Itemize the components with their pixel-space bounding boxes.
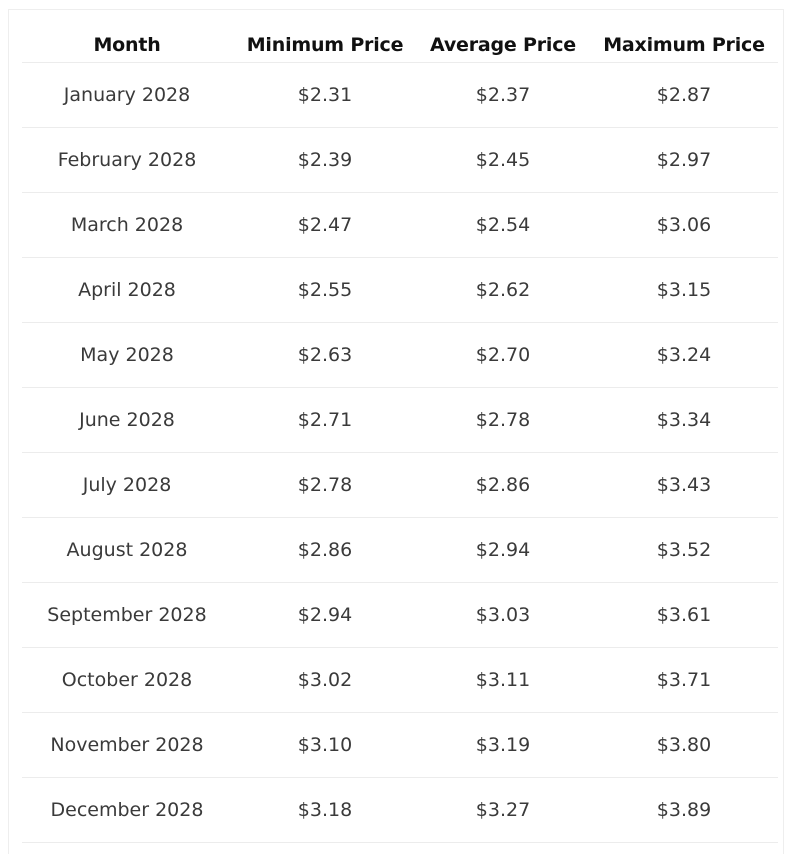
price-cell: $3.71 bbox=[656, 669, 712, 691]
row-divider bbox=[22, 647, 778, 648]
price-cell: $2.63 bbox=[297, 344, 353, 366]
row-divider bbox=[22, 192, 778, 193]
row-divider bbox=[22, 62, 778, 63]
price-cell: $3.43 bbox=[656, 474, 712, 496]
price-cell: $3.80 bbox=[656, 734, 712, 756]
price-cell: $2.78 bbox=[297, 474, 353, 496]
header-cell: Minimum Price bbox=[246, 34, 404, 56]
price-cell: $2.55 bbox=[297, 279, 353, 301]
row-divider bbox=[22, 127, 778, 128]
price-cell: $2.86 bbox=[475, 474, 531, 496]
row-divider bbox=[22, 582, 778, 583]
price-cell: $3.89 bbox=[656, 799, 712, 821]
price-cell: $2.45 bbox=[475, 149, 531, 171]
price-cell: $3.06 bbox=[656, 214, 712, 236]
price-cell: $3.11 bbox=[475, 669, 531, 691]
month-cell: March 2028 bbox=[70, 214, 184, 236]
month-cell: July 2028 bbox=[82, 474, 172, 496]
row-divider bbox=[22, 322, 778, 323]
price-cell: $2.94 bbox=[297, 604, 353, 626]
price-cell: $3.03 bbox=[475, 604, 531, 626]
month-cell: January 2028 bbox=[63, 84, 191, 106]
price-cell: $2.62 bbox=[475, 279, 531, 301]
price-cell: $2.94 bbox=[475, 539, 531, 561]
month-cell: September 2028 bbox=[47, 604, 207, 626]
row-divider bbox=[22, 387, 778, 388]
month-cell: April 2028 bbox=[78, 279, 176, 301]
month-cell: December 2028 bbox=[50, 799, 204, 821]
price-cell: $3.52 bbox=[656, 539, 712, 561]
header-cell: Maximum Price bbox=[603, 34, 765, 56]
price-cell: $3.10 bbox=[297, 734, 353, 756]
price-cell: $3.27 bbox=[475, 799, 531, 821]
month-cell: May 2028 bbox=[80, 344, 174, 366]
row-divider bbox=[22, 842, 778, 843]
header-cell: Month bbox=[93, 34, 161, 56]
price-cell: $3.15 bbox=[656, 279, 712, 301]
price-cell: $2.39 bbox=[297, 149, 353, 171]
header-cell: Average Price bbox=[430, 34, 576, 56]
month-cell: August 2028 bbox=[66, 539, 188, 561]
price-cell: $2.97 bbox=[656, 149, 712, 171]
price-cell: $2.87 bbox=[656, 84, 712, 106]
row-divider bbox=[22, 257, 778, 258]
price-cell: $3.34 bbox=[656, 409, 712, 431]
price-cell: $2.70 bbox=[475, 344, 531, 366]
price-cell: $2.31 bbox=[297, 84, 353, 106]
price-cell: $3.61 bbox=[656, 604, 712, 626]
row-divider bbox=[22, 777, 778, 778]
price-cell: $3.24 bbox=[656, 344, 712, 366]
month-cell: October 2028 bbox=[61, 669, 193, 691]
price-cell: $2.71 bbox=[297, 409, 353, 431]
month-cell: November 2028 bbox=[50, 734, 204, 756]
price-cell: $3.19 bbox=[475, 734, 531, 756]
month-cell: February 2028 bbox=[57, 149, 197, 171]
price-cell: $2.54 bbox=[475, 214, 531, 236]
price-cell: $2.78 bbox=[475, 409, 531, 431]
price-cell: $2.86 bbox=[297, 539, 353, 561]
price-cell: $2.47 bbox=[297, 214, 353, 236]
price-cell: $2.37 bbox=[475, 84, 531, 106]
row-divider bbox=[22, 517, 778, 518]
month-cell: June 2028 bbox=[79, 409, 175, 431]
price-cell: $3.02 bbox=[297, 669, 353, 691]
row-divider bbox=[22, 452, 778, 453]
table-frame bbox=[8, 9, 784, 854]
row-divider bbox=[22, 712, 778, 713]
price-cell: $3.18 bbox=[297, 799, 353, 821]
